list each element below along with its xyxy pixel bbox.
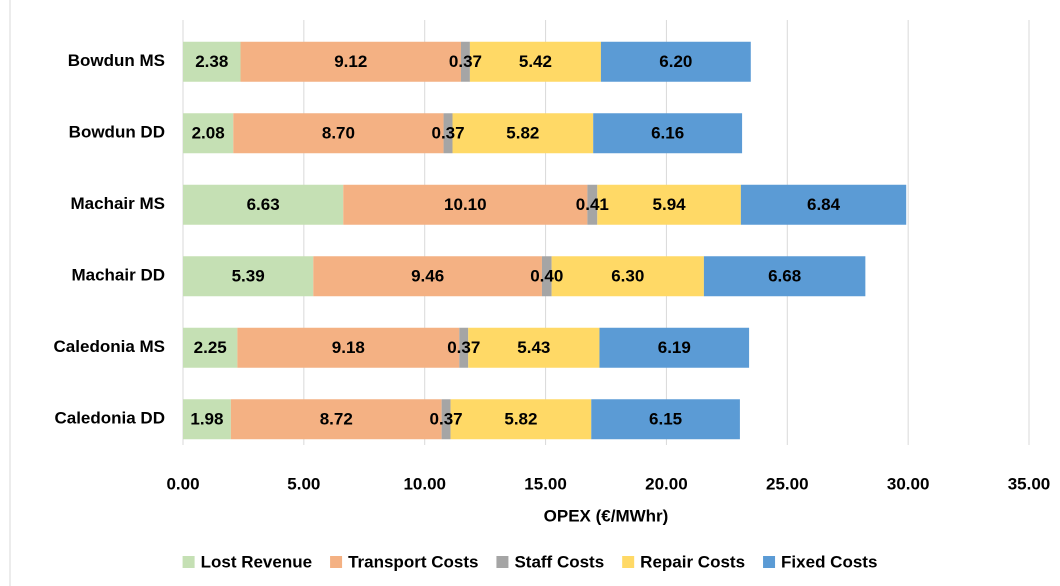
bar-segment — [459, 327, 469, 368]
y-tick-label: Bowdun DD — [69, 123, 165, 142]
bar-segment — [230, 399, 442, 440]
bar-segment — [551, 256, 704, 297]
x-tick-label: 10.00 — [403, 474, 446, 493]
data-label: 0.40 — [530, 267, 563, 286]
data-label: 6.16 — [651, 124, 684, 143]
legend-swatch — [182, 556, 195, 568]
bar-segment — [740, 184, 907, 225]
legend-swatch — [330, 556, 343, 568]
x-tick-label: 25.00 — [766, 474, 809, 493]
data-label: 2.38 — [195, 52, 228, 71]
legend-label: Lost Revenue — [201, 552, 312, 571]
bar-segment — [183, 113, 234, 154]
data-label: 9.46 — [411, 267, 444, 286]
data-label: 5.82 — [506, 124, 539, 143]
data-label: 8.70 — [322, 124, 355, 143]
data-label: 6.68 — [768, 267, 801, 286]
x-tick-label: 30.00 — [887, 474, 930, 493]
data-label: 6.63 — [247, 195, 280, 214]
data-label: 6.15 — [649, 410, 682, 429]
data-label: 1.98 — [190, 410, 223, 429]
legend-label: Transport Costs — [348, 552, 478, 571]
x-tick-label: 35.00 — [1008, 474, 1051, 493]
data-label: 9.12 — [334, 52, 367, 71]
data-label: 8.72 — [320, 410, 353, 429]
legend-swatch — [622, 556, 635, 568]
data-label: 6.84 — [807, 195, 841, 214]
legend-swatch — [763, 556, 776, 568]
bar-segment — [452, 113, 594, 154]
data-label: 10.10 — [444, 195, 487, 214]
bar-segment — [237, 327, 460, 368]
bar-segment — [183, 327, 238, 368]
bar-segment — [703, 256, 866, 297]
data-label: 0.37 — [447, 338, 480, 357]
bar-segment — [599, 327, 750, 368]
data-label: 0.41 — [576, 195, 609, 214]
bar-segment — [468, 327, 600, 368]
data-label: 0.37 — [431, 124, 464, 143]
data-label: 5.94 — [653, 195, 687, 214]
data-label: 5.82 — [504, 410, 537, 429]
bar-segment — [343, 184, 588, 225]
bar-segment — [469, 41, 601, 82]
bar-segment — [587, 184, 598, 225]
data-label: 5.43 — [517, 338, 550, 357]
bar-segment — [183, 399, 231, 440]
bar-segment — [183, 184, 344, 225]
y-tick-label: Bowdun MS — [68, 51, 165, 70]
bar-segment — [233, 113, 444, 154]
bar-segment — [591, 399, 740, 440]
bar-segment — [600, 41, 751, 82]
bar-segment — [313, 256, 542, 297]
x-axis-title: OPEX (€/MWhr) — [544, 506, 669, 525]
legend-swatch — [496, 556, 509, 568]
data-label: 9.18 — [332, 338, 365, 357]
data-label: 2.08 — [192, 124, 225, 143]
y-tick-label: Machair DD — [71, 266, 165, 285]
data-label: 5.42 — [519, 52, 552, 71]
bar-segment — [541, 256, 552, 297]
bar-segment — [441, 399, 451, 440]
legend-label: Staff Costs — [514, 552, 604, 571]
x-tick-label: 20.00 — [645, 474, 688, 493]
data-label: 0.37 — [430, 410, 463, 429]
data-label: 6.20 — [659, 52, 692, 71]
x-tick-label: 0.00 — [166, 474, 199, 493]
data-label: 2.25 — [194, 338, 227, 357]
bar-segment — [183, 41, 241, 82]
legend-label: Fixed Costs — [781, 552, 877, 571]
bar-segment — [460, 41, 470, 82]
bar-segment — [593, 113, 743, 154]
bar-segment — [443, 113, 453, 154]
y-tick-label: Caledonia MS — [54, 337, 165, 356]
bar-segment — [240, 41, 461, 82]
data-label: 5.39 — [232, 267, 265, 286]
bar-segment — [183, 256, 314, 297]
bar-segment — [450, 399, 592, 440]
bar-segment — [597, 184, 741, 225]
y-tick-label: Caledonia DD — [54, 409, 165, 428]
x-tick-label: 15.00 — [524, 474, 567, 493]
legend-label: Repair Costs — [640, 552, 745, 571]
data-label: 0.37 — [449, 52, 482, 71]
data-label: 6.30 — [611, 267, 644, 286]
x-tick-label: 5.00 — [287, 474, 320, 493]
y-tick-label: Machair MS — [71, 194, 165, 213]
data-label: 6.19 — [658, 338, 691, 357]
